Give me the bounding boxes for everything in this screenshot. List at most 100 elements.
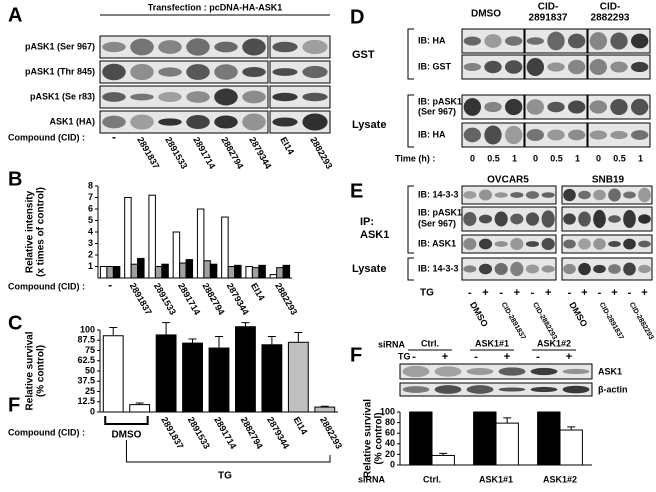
blot-band	[526, 57, 545, 77]
label: Lysate	[352, 263, 386, 275]
y-axis-label: (x times of control)	[36, 187, 47, 277]
blot-band	[562, 385, 590, 394]
label: CID-2891837	[500, 301, 527, 341]
blot-band	[498, 387, 526, 392]
blot-band	[567, 33, 586, 49]
bar	[185, 259, 194, 279]
label: -	[474, 351, 478, 363]
blot-band	[525, 241, 540, 247]
label: +	[514, 287, 520, 299]
label: 0.5	[550, 153, 563, 163]
blot-band	[510, 261, 524, 277]
label: Transfection : pcDNA-HA-ASK1	[148, 2, 283, 12]
bracket	[407, 94, 414, 148]
blot-band	[589, 100, 608, 114]
label: Compound (CID) :	[8, 427, 85, 437]
blot-band	[530, 367, 558, 376]
label: IB: 14-3-3	[418, 263, 459, 273]
label: -	[112, 130, 116, 144]
blot-band	[510, 238, 524, 250]
y-tick-label: 40	[385, 438, 395, 448]
label: 0	[470, 153, 475, 163]
bracket	[125, 440, 331, 463]
x-tick-label: 2891837	[128, 281, 154, 316]
blot-band	[593, 189, 606, 201]
bar	[251, 267, 260, 279]
blot-band	[272, 68, 298, 76]
bar	[137, 257, 145, 279]
error-bar	[215, 336, 223, 349]
bar	[161, 263, 169, 279]
y-tick-label: 6	[88, 203, 93, 213]
blot-band	[494, 192, 508, 198]
bar	[269, 274, 278, 279]
error-bar	[162, 322, 171, 335]
label: IB: GST	[418, 61, 452, 71]
label: pASK1 (Se r83)	[30, 91, 95, 101]
blot-band	[567, 100, 586, 114]
blot-band	[563, 213, 576, 225]
blot-band	[608, 215, 621, 223]
bracket	[407, 185, 414, 281]
bar	[182, 342, 203, 413]
panel-label: D	[350, 6, 364, 28]
blot-band	[242, 113, 266, 131]
blot-band	[478, 189, 493, 201]
label: 1	[638, 153, 643, 163]
blot-band	[498, 367, 526, 376]
bar	[287, 341, 309, 413]
blot-band	[504, 36, 523, 46]
blot-band	[510, 192, 524, 198]
label: Time (h) :	[395, 153, 435, 163]
blot-band	[578, 190, 591, 200]
blot-band	[589, 59, 608, 75]
blot-band	[484, 60, 502, 74]
blot-band	[102, 115, 126, 129]
y-tick-label: 20	[385, 449, 395, 459]
label: ASK1	[598, 366, 622, 376]
label: IP:	[360, 216, 374, 228]
label: +	[545, 287, 551, 299]
error-bar	[241, 322, 250, 327]
label: GST	[352, 49, 375, 61]
blot-band	[463, 265, 477, 273]
label: CID-	[600, 2, 621, 13]
label: -	[628, 287, 632, 299]
blot	[269, 85, 331, 109]
label: 2891837	[135, 135, 161, 170]
panel-label: F	[350, 344, 362, 366]
label: CID-2882293	[628, 301, 655, 341]
blot-band	[478, 214, 493, 224]
blot-band	[102, 63, 126, 81]
blot-band	[463, 36, 482, 46]
label: DMSO	[111, 430, 141, 441]
blot-band	[541, 210, 555, 228]
error-bar	[188, 338, 197, 344]
panel-label: A	[8, 4, 22, 26]
x-tick-label: ASK1#1	[479, 474, 513, 484]
blot	[561, 206, 653, 232]
error-bar	[503, 417, 512, 424]
x-tick-label: ASK1#2	[543, 474, 577, 484]
label: Compound (CID) :	[8, 281, 85, 291]
blot-band	[562, 368, 590, 375]
label: CID-2891837	[598, 301, 625, 341]
blot-band	[593, 264, 606, 274]
blot-band	[504, 125, 523, 145]
blot-band	[593, 209, 606, 229]
bar	[559, 429, 583, 466]
panel-label: F	[8, 394, 20, 416]
blot-band	[526, 99, 545, 115]
blot-band	[242, 90, 266, 104]
bracket	[407, 28, 414, 80]
label: -	[598, 287, 602, 299]
label: ASK1 (HA)	[49, 116, 95, 126]
label: -	[568, 287, 572, 299]
blot-band	[638, 187, 651, 203]
blot	[561, 185, 653, 205]
label: 2882293	[308, 135, 334, 170]
blot-band	[466, 385, 494, 394]
blot-band	[494, 211, 508, 227]
blot-band	[504, 60, 523, 74]
label: 0.5	[487, 153, 500, 163]
